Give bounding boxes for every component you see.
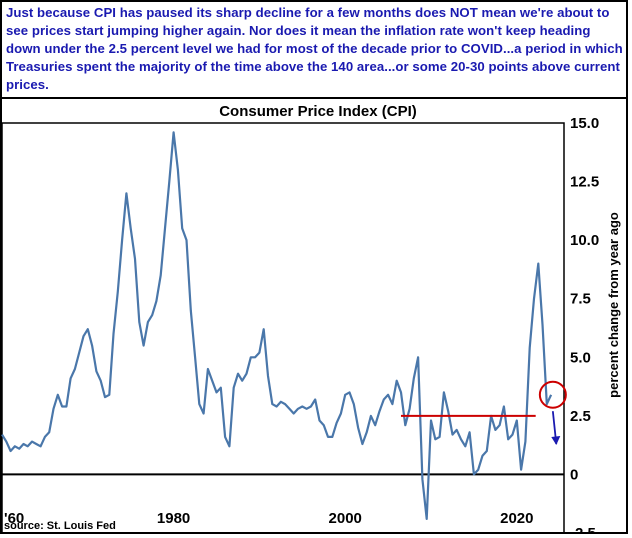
x-axis-ticks: '60 1980 2000 2020	[4, 510, 533, 527]
y-tick-label: 12.5	[570, 174, 599, 191]
x-tick-label: 1980	[157, 510, 190, 527]
caption-divider	[2, 97, 626, 99]
plot-area-border	[1, 122, 565, 534]
annotation-circle	[538, 380, 567, 409]
y-tick-label: 15.0	[570, 115, 599, 132]
y-axis-label: percent change from year ago	[606, 212, 621, 398]
x-tick-label: 2000	[329, 510, 362, 527]
y-axis-ticks: 15.0 12.5 10.0 7.5 5.0 2.5 0 -2.5	[570, 115, 599, 534]
caption-text: Just because CPI has paused its sharp de…	[6, 5, 623, 92]
cpi-series-line	[1, 131, 553, 520]
down-arrow-head	[551, 435, 561, 445]
plot-layer	[1, 131, 567, 520]
y-tick-label: 10.0	[570, 232, 599, 249]
y-tick-label: 7.5	[570, 291, 591, 308]
y-tick-label: 5.0	[570, 349, 591, 366]
x-tick-label: '60	[4, 510, 24, 527]
y-tick-label: 2.5	[570, 408, 591, 425]
source-note: source: St. Louis Fed	[4, 520, 116, 532]
cpi-chart: Consumer Price Index (CPI) 15.0 12.5 10.0 7…	[1, 103, 621, 534]
chart-title: Consumer Price Index (CPI)	[219, 103, 417, 120]
x-tick-label: 2020	[500, 510, 533, 527]
y-tick-label: 0	[570, 466, 578, 483]
y-tick-label: -2.5	[570, 525, 596, 534]
